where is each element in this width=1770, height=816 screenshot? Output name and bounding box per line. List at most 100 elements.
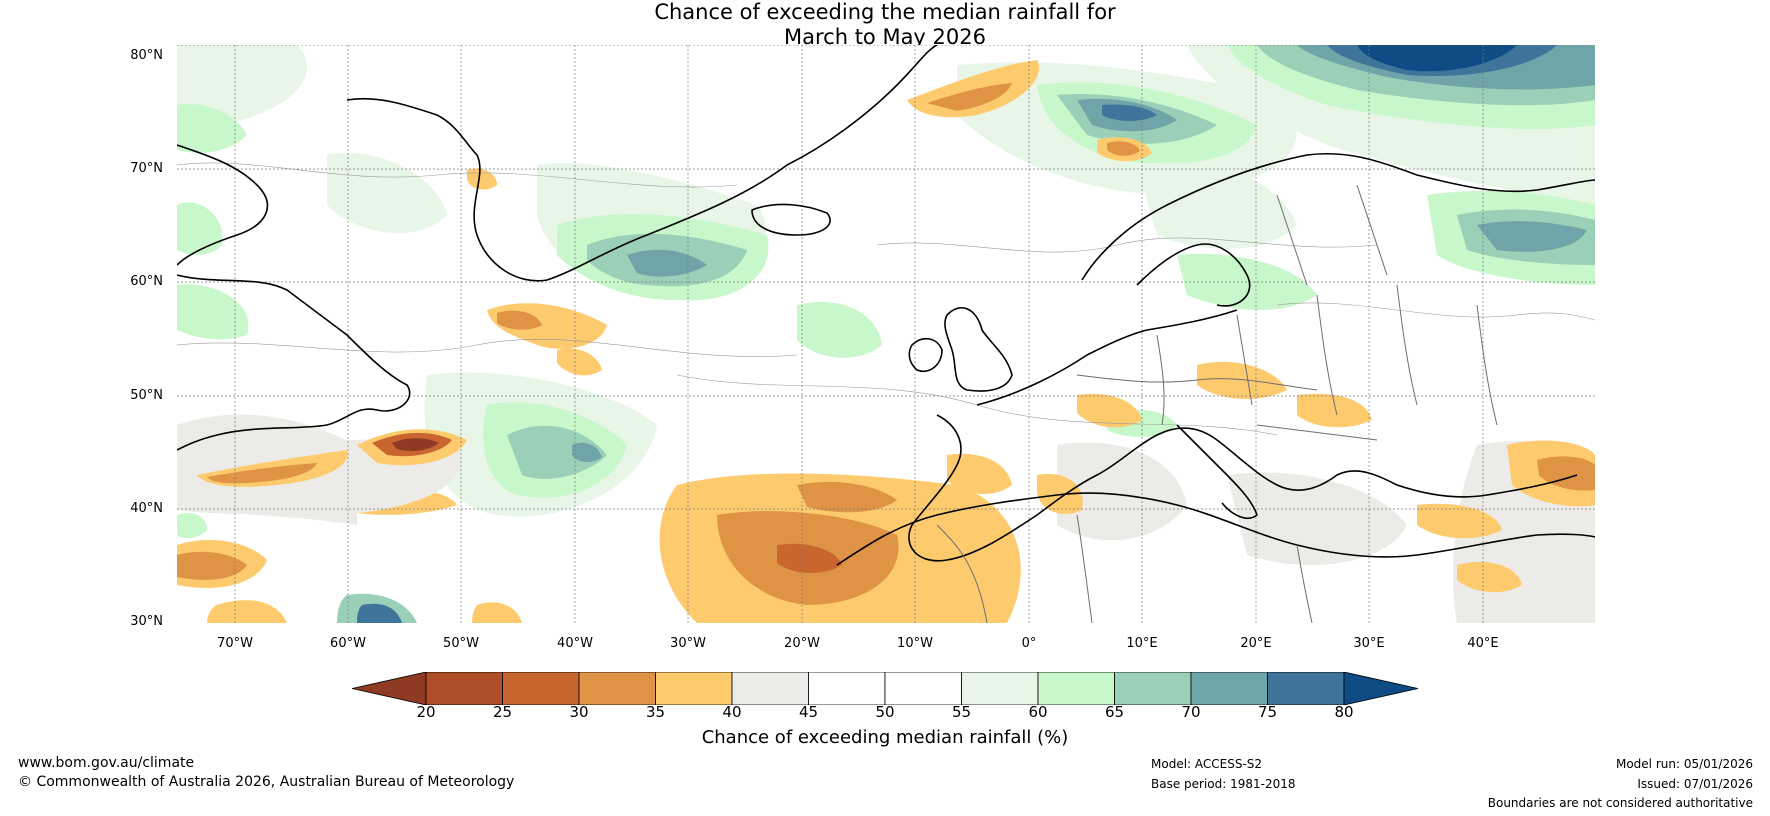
shade-patch xyxy=(177,104,247,153)
colorbar-tick-label: 45 xyxy=(798,703,819,721)
shade-patch xyxy=(797,481,897,513)
shade-patch xyxy=(557,348,602,376)
shade-patch xyxy=(327,153,447,234)
shade-patch xyxy=(797,301,882,358)
colorbar-tick-label: 25 xyxy=(492,703,513,721)
colorbar-tick-label: 55 xyxy=(951,703,972,721)
shade-patch xyxy=(357,603,402,623)
coastline-italy xyxy=(1176,424,1258,519)
colorbar-tick-label: 80 xyxy=(1334,703,1354,721)
colorbar-tick-label: 35 xyxy=(645,703,666,721)
colorbar-segment xyxy=(731,671,809,706)
border-line xyxy=(1396,284,1418,406)
lon-label-40e: 40°E xyxy=(1467,636,1499,651)
shade-patch xyxy=(1057,442,1187,541)
shade-patch xyxy=(1137,162,1297,249)
shade-patch xyxy=(1297,393,1372,428)
colorbar-tick-label: 75 xyxy=(1257,703,1278,721)
border-line xyxy=(936,524,988,623)
border-line xyxy=(1256,424,1378,441)
shade-patch xyxy=(572,442,602,463)
colorbar-tick-label: 65 xyxy=(1104,703,1125,721)
colorbar-segment xyxy=(1037,671,1115,706)
colorbar-tick-label: 20 xyxy=(416,703,436,721)
shade-patch xyxy=(177,284,249,340)
lat-label-40n: 40°N xyxy=(130,501,163,516)
model-run-text: Model run: 05/01/2026 xyxy=(1615,757,1753,771)
contour-line xyxy=(177,162,738,188)
disclaimer-text: Boundaries are not considered authoritat… xyxy=(1487,796,1753,810)
shade-patch xyxy=(392,438,439,451)
lon-label-10e: 10°E xyxy=(1126,636,1158,651)
coastline-north-america xyxy=(177,144,411,451)
border-line xyxy=(1316,294,1338,416)
colorbar-segment xyxy=(502,671,580,706)
shade-patch xyxy=(1417,503,1502,539)
colorbar-extend-low xyxy=(351,671,427,706)
border-line xyxy=(1296,544,1313,623)
shading-layer xyxy=(177,45,1595,623)
website-link[interactable]: www.bom.gov.au/climate xyxy=(18,755,195,771)
colorbar-tick-label: 70 xyxy=(1181,703,1201,721)
colorbar-segment xyxy=(1190,671,1268,706)
colorbar-tick-label: 60 xyxy=(1028,703,1048,721)
lon-label-0: 0° xyxy=(1021,636,1037,651)
lon-label-20w: 20°W xyxy=(784,636,820,651)
base-period-text: Base period: 1981-2018 xyxy=(1151,777,1296,791)
colorbar-tick-label: 40 xyxy=(722,703,742,721)
country-borders xyxy=(936,184,1498,623)
border-line xyxy=(1356,184,1388,276)
contour-line xyxy=(177,339,798,357)
shade-patch xyxy=(177,513,207,539)
colorbar-segment xyxy=(961,671,1039,706)
map-svg xyxy=(177,45,1595,623)
shade-patch xyxy=(1477,221,1587,252)
chart-title: Chance of exceeding the median rainfall … xyxy=(0,0,1770,50)
colorbar-segment xyxy=(884,671,962,706)
coastline-north-africa xyxy=(836,492,1595,566)
shade-patch xyxy=(507,425,607,479)
contour-line xyxy=(1276,302,1595,321)
shade-patch xyxy=(177,202,223,255)
lat-label-70n: 70°N xyxy=(130,161,163,176)
shade-patch xyxy=(1077,393,1142,428)
lon-label-30e: 30°E xyxy=(1353,636,1385,651)
lon-label-20e: 20°E xyxy=(1240,636,1272,651)
copyright-text: © Commonwealth of Australia 2026, Austra… xyxy=(18,774,515,790)
chart-title-line1: Chance of exceeding the median rainfall … xyxy=(654,0,1116,24)
shade-patch xyxy=(497,310,542,330)
border-line xyxy=(1276,194,1308,286)
lon-label-60w: 60°W xyxy=(330,636,366,651)
colorbar-segment xyxy=(1267,671,1345,706)
colorbar-segment xyxy=(655,671,733,706)
shade-patch xyxy=(1357,45,1517,72)
lon-label-30w: 30°W xyxy=(670,636,706,651)
coastline-europe xyxy=(908,309,1578,562)
shade-patch xyxy=(777,543,842,574)
border-line xyxy=(1076,514,1093,623)
lon-label-50w: 50°W xyxy=(443,636,479,651)
shade-patch xyxy=(1197,361,1287,400)
lat-label-60n: 60°N xyxy=(130,274,163,289)
model-text: Model: ACCESS-S2 xyxy=(1151,757,1263,771)
colorbar-extend-high xyxy=(1343,671,1419,706)
colorbar-segment xyxy=(808,671,886,706)
border-line xyxy=(1156,334,1165,426)
coastline-greenland xyxy=(346,45,938,282)
border-line xyxy=(1236,314,1253,406)
lat-label-50n: 50°N xyxy=(130,388,163,403)
lat-label-30n: 30°N xyxy=(130,614,163,629)
colorbar-segment xyxy=(425,671,503,706)
shade-patch xyxy=(177,551,247,580)
shade-patch xyxy=(627,249,707,277)
colorbar-svg xyxy=(351,671,1419,706)
colorbar-tick-label: 30 xyxy=(569,703,589,721)
border-line xyxy=(1076,374,1318,391)
shade-patch xyxy=(1102,104,1157,121)
coastline-britain xyxy=(944,307,1013,392)
shade-patch xyxy=(207,463,317,484)
shade-patch xyxy=(207,600,287,623)
coastline-ireland xyxy=(908,337,943,372)
shade-patch xyxy=(1227,472,1407,565)
colorbar-label: Chance of exceeding median rainfall (%) xyxy=(701,727,1069,748)
